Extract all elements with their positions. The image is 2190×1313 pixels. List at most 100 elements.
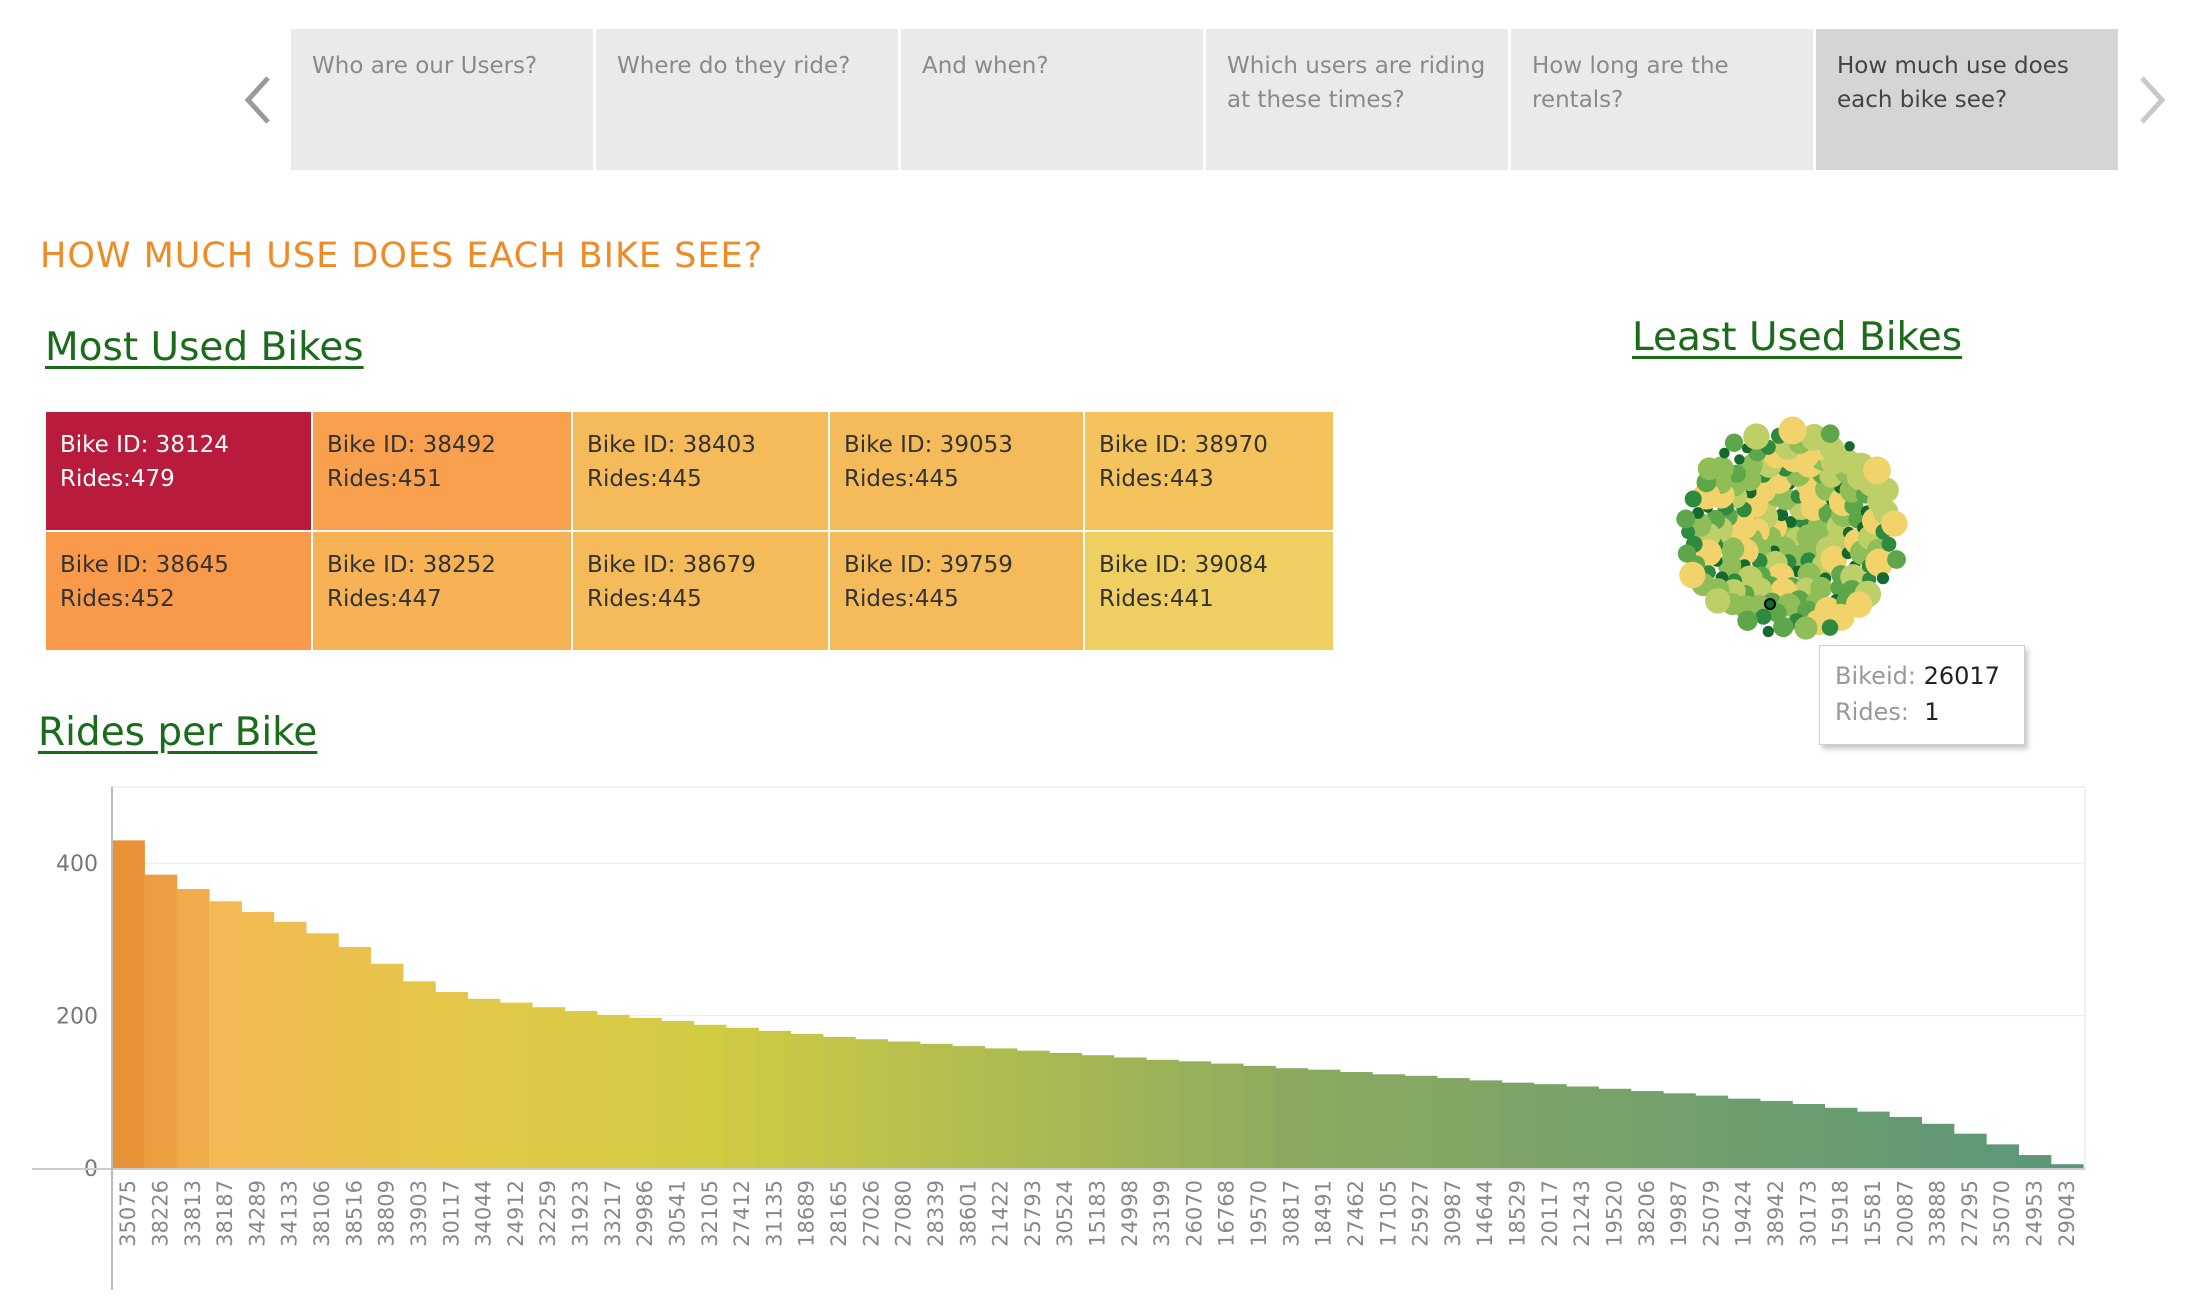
bike-bubble[interactable] — [1876, 572, 1890, 585]
x-tick-label: 35070 — [1990, 1180, 2014, 1247]
bike-tile-id: Bike ID: 38492 — [327, 432, 496, 458]
x-tick-label: 32105 — [698, 1180, 722, 1247]
bike-tile-38679[interactable]: Bike ID: 38679 Rides:445 — [573, 532, 828, 650]
bike-bubble[interactable] — [1743, 423, 1770, 450]
bike-bubble[interactable] — [1881, 510, 1908, 537]
next-story-button[interactable] — [2132, 70, 2172, 130]
bike-bubble[interactable] — [1755, 608, 1772, 625]
bar-19570 — [1242, 1065, 1276, 1168]
x-tick-label: 38942 — [1764, 1180, 1788, 1247]
story-tab-users[interactable]: Who are our Users? — [291, 29, 593, 170]
bar-19987 — [1662, 1093, 1696, 1168]
bar-33888 — [1921, 1123, 1955, 1168]
bike-tile-rides: Rides:445 — [587, 466, 702, 492]
x-tick-label: 27462 — [1344, 1180, 1368, 1247]
bar-34044 — [467, 998, 501, 1168]
bike-bubble[interactable] — [1820, 424, 1840, 443]
bike-bubble[interactable] — [1717, 553, 1742, 578]
least-used-bubble-chart — [1676, 416, 1908, 640]
bike-bubble[interactable] — [1692, 507, 1704, 519]
bike-tile-39053[interactable]: Bike ID: 39053 Rides:445 — [830, 412, 1083, 530]
bike-bubble[interactable] — [1719, 447, 1730, 459]
x-tick-label: 38187 — [213, 1180, 237, 1247]
bike-bubble[interactable] — [1873, 477, 1899, 503]
bike-bubble[interactable] — [1762, 625, 1774, 638]
story-tab-label: Where do they ride? — [617, 53, 851, 79]
x-tick-label: 38601 — [956, 1180, 980, 1247]
bar-30173 — [1792, 1103, 1826, 1168]
y-tick-label: 200 — [56, 1005, 98, 1030]
rides-per-bike-title: Rides per Bike — [38, 710, 318, 755]
bar-27080 — [887, 1041, 921, 1168]
bike-bubble[interactable] — [1800, 424, 1828, 451]
bar-31923 — [564, 1011, 598, 1168]
bike-bubble[interactable] — [1679, 561, 1706, 589]
bike-tile-rides: Rides:445 — [587, 586, 702, 612]
least-used-title: Least Used Bikes — [1632, 315, 1963, 360]
bike-tile-rides: Rides:441 — [1099, 586, 1214, 612]
bike-bubble[interactable] — [1775, 508, 1789, 522]
bar-16768 — [1210, 1063, 1244, 1168]
bike-bubble[interactable] — [1697, 457, 1721, 481]
bike-bubble[interactable] — [1677, 544, 1696, 563]
bike-bubble[interactable] — [1863, 456, 1891, 485]
bike-bubble[interactable] — [1724, 433, 1744, 452]
x-tick-label: 35075 — [116, 1180, 140, 1247]
bike-bubble[interactable] — [1887, 550, 1906, 569]
bar-15918 — [1824, 1107, 1858, 1168]
x-tick-label: 27026 — [859, 1180, 883, 1247]
bike-bubble[interactable] — [1881, 536, 1897, 552]
story-tab-when[interactable]: And when? — [901, 29, 1203, 170]
bike-bubble[interactable] — [1845, 591, 1873, 618]
x-tick-label: 38516 — [342, 1180, 366, 1247]
bar-38206 — [1630, 1091, 1664, 1168]
bike-bubble[interactable] — [1865, 548, 1894, 577]
prev-story-button[interactable] — [238, 70, 278, 130]
story-tab-rental-length[interactable]: How long are the rentals? — [1511, 29, 1813, 170]
bike-bubble[interactable] — [1681, 525, 1696, 540]
bar-38106 — [305, 933, 339, 1168]
bike-tile-id: Bike ID: 39759 — [844, 552, 1013, 578]
bike-bubble[interactable] — [1794, 616, 1818, 640]
bike-tile-38492[interactable]: Bike ID: 38492 Rides:451 — [313, 412, 571, 530]
story-tab-where[interactable]: Where do they ride? — [596, 29, 898, 170]
bar-27412 — [725, 1027, 759, 1168]
bike-bubble[interactable] — [1684, 490, 1702, 508]
bike-tile-38252[interactable]: Bike ID: 38252 Rides:447 — [313, 532, 571, 650]
bike-bubble[interactable] — [1705, 588, 1731, 614]
x-tick-label: 25927 — [1409, 1180, 1433, 1247]
x-tick-label: 16768 — [1215, 1180, 1239, 1247]
bar-35070 — [1986, 1144, 2019, 1168]
bike-tile-38124[interactable]: Bike ID: 38124 Rides:479 — [46, 412, 311, 530]
x-tick-label: 17105 — [1376, 1180, 1400, 1247]
x-tick-label: 21422 — [989, 1180, 1013, 1247]
bike-tile-38970[interactable]: Bike ID: 38970 Rides:443 — [1085, 412, 1333, 530]
bike-bubble[interactable] — [1821, 619, 1839, 636]
bike-tile-39084[interactable]: Bike ID: 39084 Rides:441 — [1085, 532, 1333, 650]
section-title: HOW MUCH USE DOES EACH BIKE SEE? — [40, 236, 764, 276]
bar-38942 — [1759, 1100, 1793, 1168]
story-tab-bike-use[interactable]: How much use does each bike see? — [1816, 29, 2118, 170]
x-tick-label: 21243 — [1570, 1180, 1594, 1247]
selected-bike-bubble[interactable] — [1764, 598, 1776, 610]
story-tab-which-users[interactable]: Which users are riding at these times? — [1206, 29, 1508, 170]
bike-tile-39759[interactable]: Bike ID: 39759 Rides:445 — [830, 532, 1083, 650]
bike-tile-38645[interactable]: Bike ID: 38645 Rides:452 — [46, 532, 311, 650]
bike-bubble[interactable] — [1676, 509, 1696, 529]
bike-bubble[interactable] — [1778, 416, 1807, 445]
x-tick-label: 34044 — [472, 1180, 496, 1247]
bike-bubble[interactable] — [1737, 610, 1758, 631]
x-tick-label: 28165 — [827, 1180, 851, 1247]
bike-bubble[interactable] — [1784, 516, 1797, 528]
bike-bubble[interactable] — [1844, 441, 1855, 452]
bike-bubble[interactable] — [1773, 616, 1794, 638]
bike-tile-38403[interactable]: Bike ID: 38403 Rides:445 — [573, 412, 828, 530]
x-tick-label: 30173 — [1796, 1180, 1820, 1247]
bike-tile-id: Bike ID: 38403 — [587, 432, 756, 458]
bar-27026 — [855, 1039, 889, 1168]
bar-28165 — [822, 1036, 856, 1168]
x-tick-label: 34289 — [245, 1180, 269, 1247]
bike-bubble[interactable] — [1734, 454, 1745, 465]
bar-20087 — [1889, 1116, 1923, 1168]
